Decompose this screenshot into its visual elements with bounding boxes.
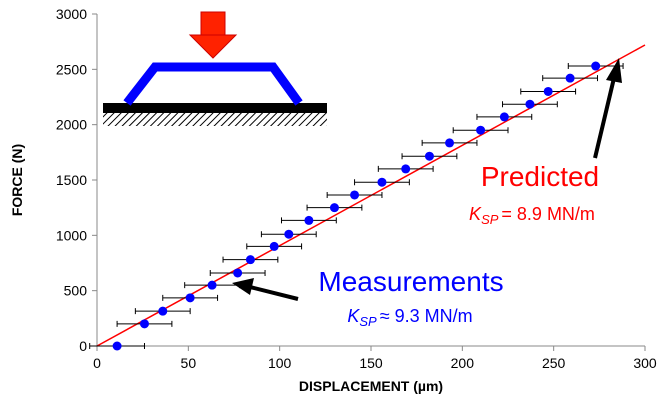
y-tick-label: 1500 [56, 172, 87, 188]
stiffness-value: = 8.9 MN/m [501, 204, 595, 224]
symbol: K [347, 306, 360, 326]
symbol: K [469, 204, 482, 224]
stiffness-label: KSP ≈ 9.3 MN/m [347, 306, 472, 329]
x-tick-label: 150 [359, 355, 383, 371]
series-label: Measurements [318, 266, 503, 297]
data-point [112, 341, 122, 351]
arrow-head [606, 58, 622, 83]
subscript: SP [481, 212, 499, 227]
data-point [476, 125, 486, 135]
y-tick-label: 2000 [56, 117, 87, 133]
data-point [207, 280, 217, 290]
data-point [401, 164, 411, 174]
data-point [377, 177, 387, 187]
y-axis-title: FORCE (N) [9, 144, 25, 216]
x-tick-label: 50 [181, 355, 197, 371]
data-point [158, 306, 168, 316]
arrow-head [232, 278, 254, 295]
inset-diagram [103, 11, 327, 126]
x-tick-label: 250 [542, 355, 566, 371]
data-point [543, 86, 553, 96]
series-label: Predicted [481, 161, 599, 192]
stiffness-value: ≈ 9.3 MN/m [380, 306, 473, 326]
y-tick-label: 2500 [56, 61, 87, 77]
data-point [284, 229, 294, 239]
y-tick-label: 1000 [56, 227, 87, 243]
fit-line [96, 44, 646, 347]
data-point [233, 268, 243, 278]
data-point [499, 112, 509, 122]
data-point [245, 255, 255, 265]
data-point [591, 61, 601, 71]
x-tick-label: 200 [451, 355, 475, 371]
x-tick-label: 0 [93, 355, 101, 371]
data-point [565, 73, 575, 83]
data-point [445, 138, 455, 148]
base-plate [103, 103, 327, 113]
data-point [350, 190, 360, 200]
y-tick-label: 500 [64, 283, 88, 299]
stiffness-label: KSP = 8.9 MN/m [469, 204, 595, 227]
x-tick-label: 100 [268, 355, 292, 371]
load-arrow-head [188, 34, 238, 59]
spring-shape [123, 62, 303, 106]
data-point [424, 151, 434, 161]
x-tick-label: 300 [633, 355, 657, 371]
subscript: SP [359, 314, 377, 329]
data-point [525, 99, 535, 109]
data-point [185, 293, 195, 303]
ground-hatch [103, 113, 327, 126]
data-point [269, 241, 279, 251]
load-arrow-shaft [200, 11, 226, 37]
pointer-arrows [232, 58, 622, 301]
y-tick-label: 3000 [56, 6, 87, 22]
y-tick-label: 0 [79, 338, 87, 354]
arrow-shaft [593, 77, 616, 159]
x-axis-title: DISPLACEMENT (µm) [299, 378, 443, 394]
data-point [139, 319, 149, 329]
data-point [329, 203, 339, 213]
arrow-shaft [249, 285, 299, 301]
data-point [304, 215, 314, 225]
